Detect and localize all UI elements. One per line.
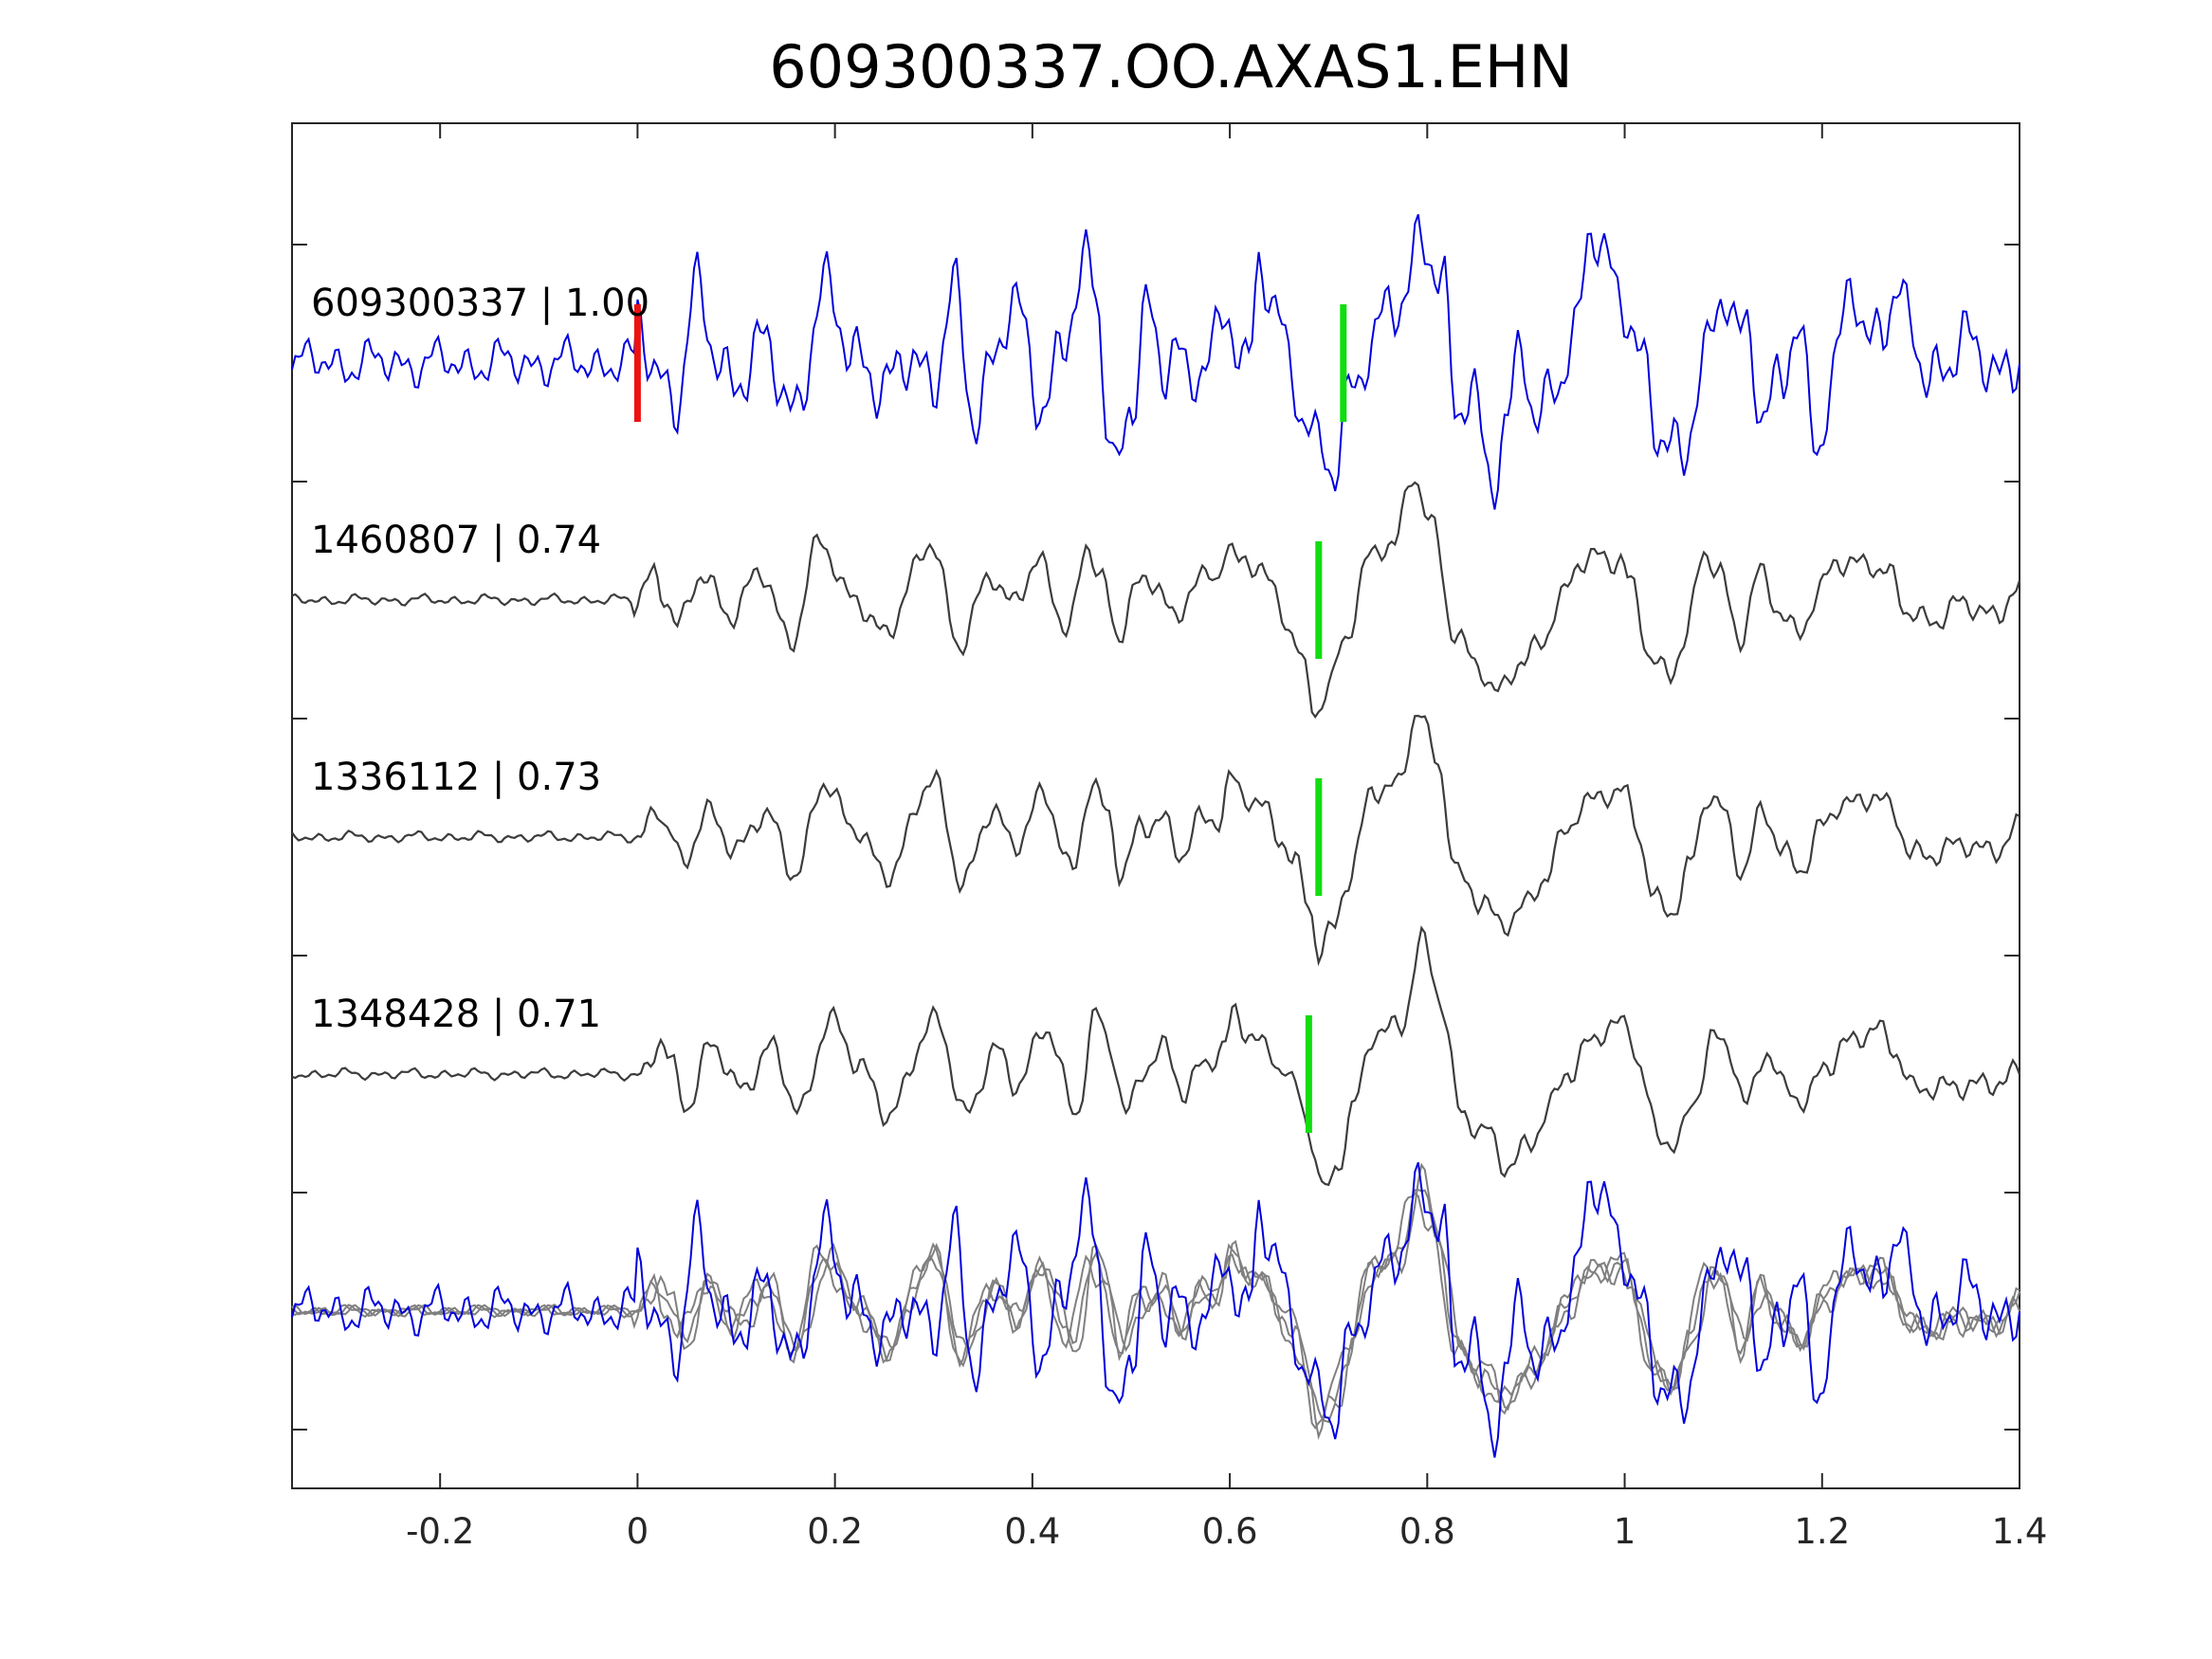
axis-ticks: -0.2 0 0.2 0.4 0.6 0.8 1 1.2 1.4 <box>292 123 2047 1552</box>
waveform-traces <box>291 213 2021 1458</box>
overlay-template-trace <box>291 1162 2020 1423</box>
template-trace <box>291 925 2021 1187</box>
template-trace <box>291 714 2020 967</box>
x-tick-label: 1.4 <box>1992 1511 2048 1552</box>
x-tick-label: 0.8 <box>1399 1511 1455 1552</box>
x-tick-label: 0.6 <box>1202 1511 1258 1552</box>
x-tick-label: 0 <box>627 1511 649 1552</box>
trace-label: 1460807 | 0.74 <box>311 519 601 562</box>
x-tick-label: 0.2 <box>807 1511 863 1552</box>
phase-picks <box>633 304 1347 1133</box>
overlay-master-trace <box>291 1161 2020 1458</box>
x-tick-label: 1 <box>1614 1511 1636 1552</box>
x-tick-label: -0.2 <box>406 1511 474 1552</box>
x-tick-label: 1.2 <box>1794 1511 1850 1552</box>
trace-label: 609300337 | 1.00 <box>311 282 649 325</box>
trace-label: 1348428 | 0.71 <box>311 993 601 1036</box>
chart-title: 609300337.OO.AXAS1.EHN <box>769 32 1573 101</box>
template-trace <box>291 481 2021 720</box>
trace-labels: 609300337 | 1.00 1460807 | 0.74 1336112 | … <box>311 282 649 1036</box>
plot-area <box>291 122 2020 1489</box>
x-tick-label: 0.4 <box>1004 1511 1060 1552</box>
trace-label: 1336112 | 0.73 <box>311 756 601 799</box>
master-trace <box>291 213 2020 510</box>
